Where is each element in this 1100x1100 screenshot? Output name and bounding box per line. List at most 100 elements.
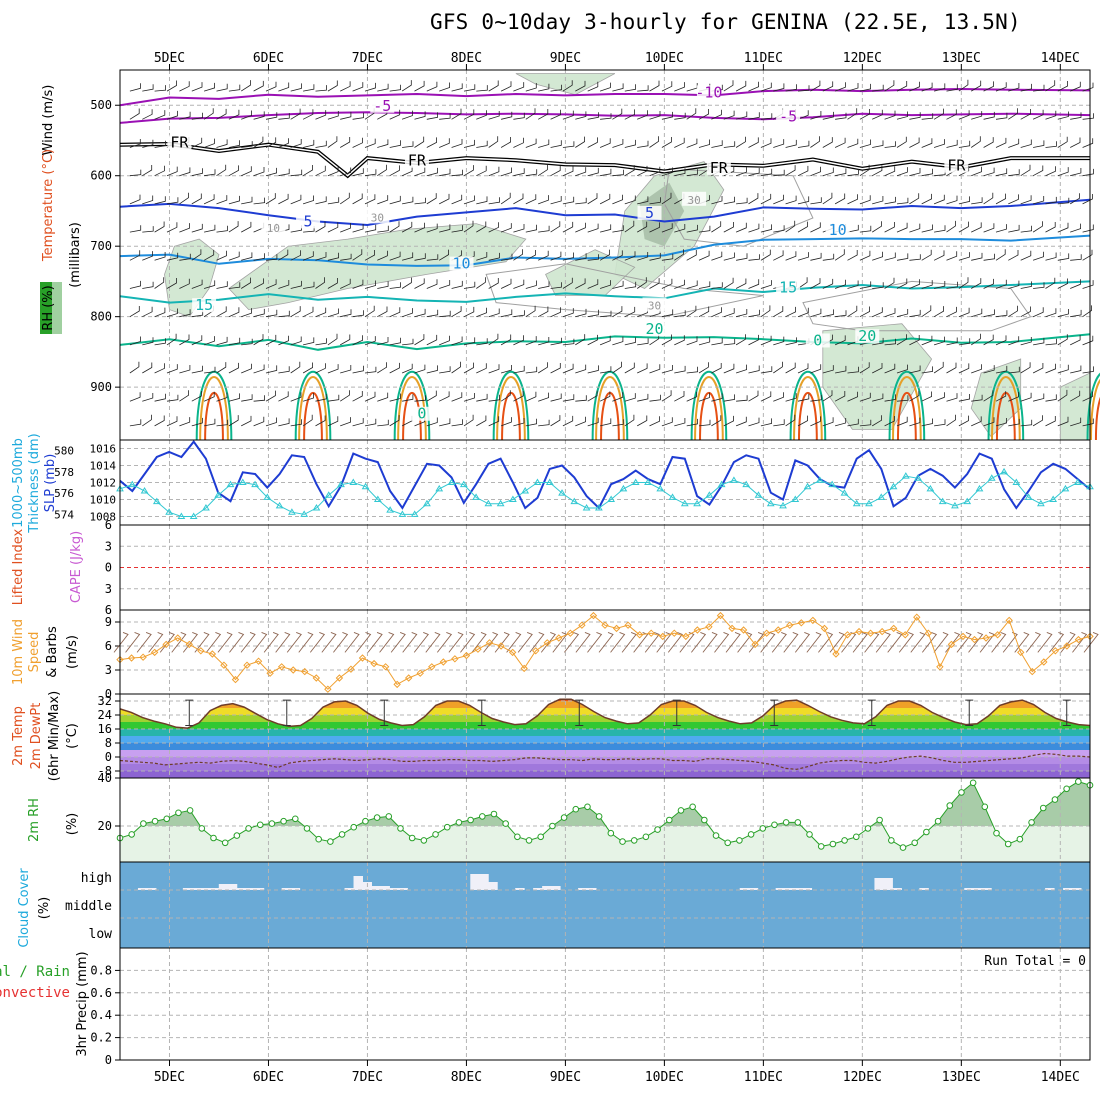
wind-barb — [760, 82, 772, 92]
wind-barb — [995, 112, 1008, 120]
wind-speed-point — [220, 661, 228, 669]
wind-barb — [983, 253, 995, 261]
temp-label-0: 2m Temp — [11, 706, 26, 766]
wind-speed-point — [832, 650, 840, 658]
temp-band — [120, 729, 1090, 736]
wind-speed-point — [1017, 648, 1025, 657]
wind-barb — [451, 225, 463, 233]
wind-barb-10m — [344, 631, 360, 653]
slp-tick-label: 1010 — [90, 494, 117, 507]
wind-barb — [1070, 335, 1081, 346]
wind-barb — [129, 280, 141, 289]
wind-speed-point — [1028, 667, 1036, 676]
wind-barb — [402, 141, 414, 148]
wind-barb-10m — [737, 631, 753, 653]
thickness-point — [705, 491, 714, 498]
thickness-point — [815, 476, 824, 483]
thickness-point — [631, 478, 640, 485]
wind-barb — [934, 225, 946, 233]
wind-barb — [797, 277, 808, 289]
wind-barb — [550, 196, 562, 205]
wind-barb — [538, 306, 549, 318]
wind-barb — [290, 108, 301, 120]
wind-barb — [414, 222, 425, 233]
rh-point — [969, 779, 977, 787]
wind-barb — [587, 112, 599, 120]
wind-barb — [797, 307, 809, 318]
wind-barb — [587, 81, 599, 92]
wind-barb — [377, 306, 388, 318]
wind-barb-10m — [483, 631, 499, 653]
wind-label-2: & Barbs — [45, 626, 60, 678]
temp-label-3: (°C) — [65, 723, 80, 749]
wind-barb-10m — [309, 631, 326, 653]
wind-barb — [970, 333, 981, 346]
wind-barb — [1045, 416, 1056, 427]
wind-barb — [575, 308, 587, 318]
thickness-point — [754, 491, 763, 498]
wind-barb — [748, 365, 760, 374]
wind-barb — [773, 419, 785, 427]
wind-barb — [810, 80, 821, 92]
wind-barb — [340, 309, 352, 318]
wind-barb — [810, 136, 820, 148]
x-tick-label-top: 13DEC — [942, 51, 981, 66]
rh-point — [455, 819, 463, 826]
li-tick-label: 3 — [105, 539, 112, 553]
cloud-high-bar — [146, 888, 157, 890]
wind-barb — [550, 363, 561, 374]
wind-barb — [674, 365, 686, 374]
wind-barb — [884, 363, 896, 374]
wind-barb — [723, 110, 735, 120]
wind-barb — [797, 252, 809, 261]
wind-barb-10m — [425, 631, 441, 653]
wind-barb-10m — [229, 631, 245, 653]
wind-barb — [822, 81, 834, 92]
wind-barb — [377, 250, 388, 261]
wind-barb — [191, 82, 203, 92]
contour-label: 10 — [829, 221, 847, 239]
wind-barb — [550, 109, 561, 120]
temp-band — [120, 701, 1090, 708]
rh2m-label: 2m RH — [27, 798, 42, 842]
wind-barb — [241, 196, 253, 205]
wind-barb — [637, 196, 649, 205]
wind-barb — [463, 165, 474, 177]
wind-barb — [203, 108, 214, 120]
cloud-high-bar — [218, 884, 229, 890]
wind-barb — [600, 310, 612, 318]
wind-barb — [773, 250, 784, 261]
rh-point — [443, 823, 451, 831]
wind-barb — [884, 277, 895, 289]
wind-barb — [327, 364, 339, 374]
li-tick-label: 6 — [105, 518, 112, 532]
wind-barb — [785, 362, 796, 374]
contour-label-bg — [404, 153, 429, 168]
wind-barb — [166, 394, 179, 402]
wind-barb — [760, 366, 773, 374]
wind-barb — [748, 112, 760, 120]
wind-barb — [773, 139, 785, 148]
wind-barb — [612, 108, 623, 120]
wind-barb — [476, 196, 488, 205]
wind-barb — [525, 366, 538, 374]
wind-barb — [983, 334, 994, 346]
wind-barb — [674, 82, 685, 92]
wind-barb — [364, 82, 376, 92]
wind-barb — [971, 394, 983, 402]
wind-barb — [698, 281, 711, 289]
rh-point — [584, 803, 591, 811]
wind-barb — [278, 193, 289, 205]
precip-tick-label: 0.2 — [90, 1031, 112, 1045]
wind-barb — [1020, 306, 1031, 318]
wind-barb — [859, 195, 871, 205]
wind-barb — [290, 169, 303, 177]
wind-barb — [463, 109, 475, 120]
wind-speed-point — [659, 632, 667, 641]
wind-barb — [773, 225, 785, 233]
wind-barb — [946, 139, 958, 148]
wind-barb — [203, 391, 215, 402]
wind-barb — [352, 365, 364, 374]
wind-barb — [797, 221, 808, 233]
rh-point — [747, 831, 755, 838]
